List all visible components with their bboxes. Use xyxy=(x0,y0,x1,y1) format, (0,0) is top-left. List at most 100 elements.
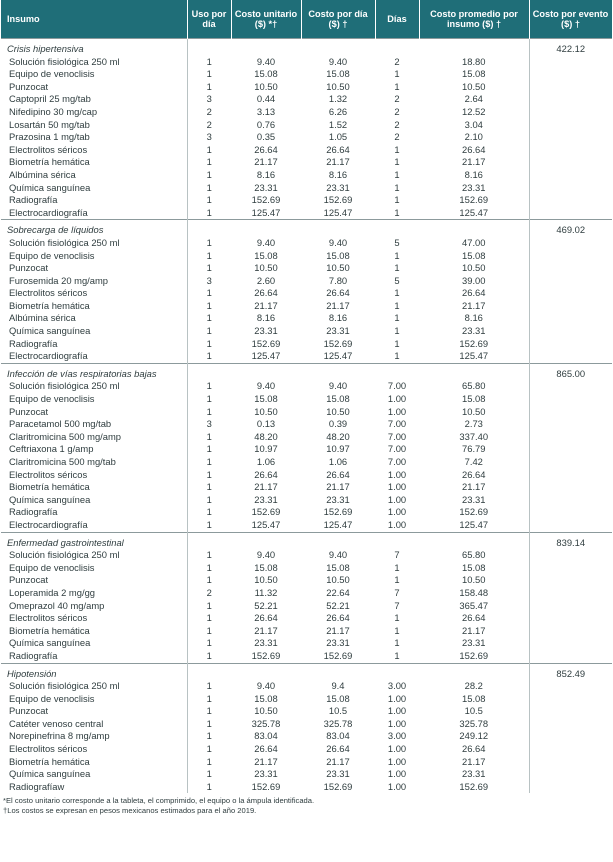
item-name: Química sanguínea xyxy=(9,493,91,505)
item-value: 9.40 xyxy=(328,236,348,248)
item-value: 15.08 xyxy=(326,561,350,573)
column-header: Costo por día ($) † xyxy=(301,0,376,39)
event-cost: 422.12 xyxy=(528,37,612,56)
empty-cell xyxy=(528,143,612,157)
item-value: 1 xyxy=(186,181,231,195)
empty-cell xyxy=(375,219,419,237)
item-value: 23.31 xyxy=(254,768,278,780)
empty-cell xyxy=(528,561,612,575)
item-value: 9.40 xyxy=(256,236,276,248)
empty-cell xyxy=(528,68,612,81)
item-value: 1 xyxy=(186,518,231,533)
item-name: Electrocardiografía xyxy=(9,206,88,218)
item-value: 1.06 xyxy=(256,456,276,467)
item-row: Punzocat 1 10.50 10.50 1.00 10.50 xyxy=(1,405,612,419)
item-value: 15.08 xyxy=(326,68,350,80)
item-value: 10.5 xyxy=(328,705,348,717)
empty-cell xyxy=(528,131,612,144)
item-value: 65.80 xyxy=(462,549,486,561)
item-value: 10.50 xyxy=(462,262,486,274)
item-value: 365.47 xyxy=(459,599,489,611)
item-name: Prazosina 1 mg/tab xyxy=(9,131,90,143)
item-value: 15.08 xyxy=(326,249,350,261)
item-value: 1 xyxy=(186,80,231,94)
empty-cell xyxy=(231,531,301,550)
item-value: 9.4 xyxy=(331,680,345,692)
item-value: 83.04 xyxy=(254,730,278,742)
item-value: 1.00 xyxy=(387,755,407,767)
item-value: 1 xyxy=(186,287,231,300)
footnote: *El costo unitario corresponde a la tabl… xyxy=(3,796,315,806)
item-value: 26.64 xyxy=(254,612,278,624)
empty-cell xyxy=(528,393,612,406)
empty-cell xyxy=(528,549,612,562)
item-row: Equipo de venoclisis 1 15.08 15.08 1 15.08 xyxy=(1,249,612,263)
item-name: Biometría hemática xyxy=(9,299,90,311)
item-value: 11.32 xyxy=(254,586,278,598)
item-name: Electrocardiografía xyxy=(9,518,88,530)
item-value: 23.31 xyxy=(254,637,278,649)
empty-cell xyxy=(528,418,612,431)
item-row: Claritromicina 500 mg/tab 1 1.06 1.06 7.00 7.… xyxy=(1,456,612,469)
item-value: 1 xyxy=(186,506,231,519)
item-value: 1 xyxy=(186,649,231,663)
item-value: 152.69 xyxy=(459,780,489,792)
item-name: Claritromicina 500 mg/tab xyxy=(9,456,116,467)
item-value: 21.17 xyxy=(326,624,350,636)
empty-cell xyxy=(375,662,419,681)
item-row: Punzocat 1 10.50 10.50 1 10.50 xyxy=(1,80,612,94)
item-row: Electrolitos séricos 1 26.64 26.64 1 26.64 xyxy=(1,612,612,625)
item-value: 21.17 xyxy=(254,481,278,493)
item-value: 65.80 xyxy=(462,380,486,392)
empty-cell xyxy=(528,574,612,587)
item-value: 1.05 xyxy=(328,131,348,143)
item-row: Equipo de venoclisis 1 15.08 15.08 1.00 15.08 xyxy=(1,393,612,406)
section-row: Sobrecarga de líquidos 469.02 xyxy=(1,219,612,237)
item-value: 1 xyxy=(186,312,231,326)
empty-cell xyxy=(528,599,612,613)
item-value: 26.64 xyxy=(326,287,350,299)
item-value: 1 xyxy=(394,312,400,324)
item-value: 2 xyxy=(186,105,231,119)
item-value: 21.17 xyxy=(254,299,278,311)
item-value: 1 xyxy=(186,55,231,69)
item-value: 3.00 xyxy=(387,730,407,742)
item-row: Claritromicina 500 mg/amp 1 48.20 48.20 7.00… xyxy=(1,430,612,444)
empty-cell xyxy=(528,637,612,650)
item-value: 1 xyxy=(186,468,231,482)
item-value: 39.00 xyxy=(462,274,486,286)
item-name: Electrolitos séricos xyxy=(9,612,88,624)
empty-cell xyxy=(528,430,612,444)
item-value: 1 xyxy=(186,637,231,650)
item-value: 0.35 xyxy=(256,131,276,143)
footnote: †Los costos se expresan en pesos mexican… xyxy=(3,806,257,816)
item-name: Losartán 50 mg/tab xyxy=(9,118,90,130)
empty-cell xyxy=(528,325,612,338)
item-name: Radiografíaw xyxy=(9,780,65,792)
item-value: 2.10 xyxy=(464,131,483,143)
item-value: 1 xyxy=(394,325,400,337)
empty-cell xyxy=(375,362,419,381)
item-row: Biometría hemática 1 21.17 21.17 1 21.17 xyxy=(1,624,612,638)
item-name: Ceftriaxona 1 g/amp xyxy=(9,443,94,455)
item-value: 1.00 xyxy=(387,780,407,792)
item-name: Punzocat xyxy=(9,574,49,586)
item-value: 76.79 xyxy=(462,443,486,455)
item-value: 2.60 xyxy=(256,274,276,286)
item-row: Química sanguínea 1 23.31 23.31 1.00 23.31 xyxy=(1,493,612,507)
empty-cell xyxy=(528,755,612,769)
item-name: Radiografía xyxy=(9,506,58,518)
item-row: Biometría hemática 1 21.17 21.17 1.00 21.17 xyxy=(1,481,612,494)
item-value: 26.64 xyxy=(254,287,278,299)
item-value: 8.16 xyxy=(464,168,483,180)
item-value: 1 xyxy=(394,612,400,624)
item-value: 23.31 xyxy=(326,637,350,649)
item-value: 12.52 xyxy=(462,105,486,117)
item-value: 10.50 xyxy=(462,574,486,586)
section-title: Hipotensión xyxy=(1,662,187,681)
column-header: Costo por evento ($) † xyxy=(529,0,613,39)
item-name: Biometría hemática xyxy=(9,624,90,636)
item-value: 2 xyxy=(186,586,231,600)
item-value: 1 xyxy=(394,561,400,573)
item-value: 152.69 xyxy=(459,649,489,661)
